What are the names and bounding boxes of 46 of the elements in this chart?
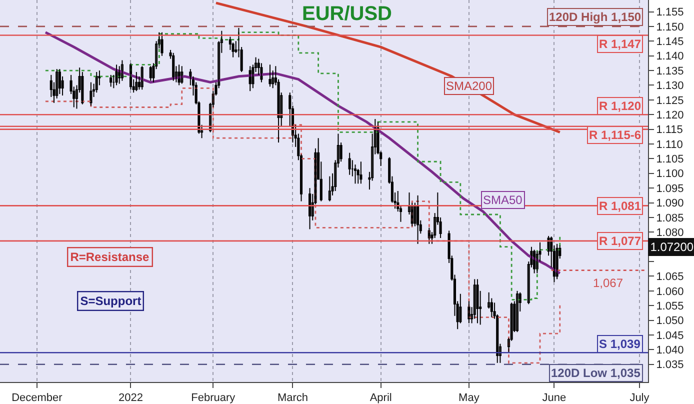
y-tick-label: 1.090 xyxy=(656,198,684,210)
y-tick-label: 1.055 xyxy=(656,300,684,312)
y-tick-label: 1.085 xyxy=(656,212,684,224)
x-tick-label: May xyxy=(458,392,480,404)
ref-line-label: R 1,077 xyxy=(599,234,642,248)
ref-line-label: R 1,120 xyxy=(599,99,642,113)
y-tick-label: 1.035 xyxy=(656,359,684,372)
ref-line-label: R 1,147 xyxy=(599,37,642,51)
y-tick-label: 1.115 xyxy=(656,124,683,136)
y-tick-label: 1.040 xyxy=(656,344,684,357)
y-tick-label: 1.045 xyxy=(656,330,684,342)
ref-line-label: 120D High 1,150 xyxy=(549,10,642,24)
y-tick-label: 1.095 xyxy=(656,182,684,195)
y-tick-label: 1.140 xyxy=(656,50,684,63)
y-tick-label: 1.135 xyxy=(656,65,684,78)
x-tick-label: April xyxy=(370,392,392,404)
ref-line-label: S 1,039 xyxy=(599,337,641,351)
y-tick-label: 1.060 xyxy=(656,286,684,298)
y-tick-label: 1.110 xyxy=(656,138,683,151)
annotation: SMA50 xyxy=(483,193,523,207)
ref-line-label: R 1,081 xyxy=(599,199,642,213)
x-tick-label: February xyxy=(191,392,236,404)
y-tick-label: 1.100 xyxy=(656,168,684,180)
y-tick-label: 1.080 xyxy=(656,226,684,239)
y-tick-label: 1.105 xyxy=(656,154,684,166)
x-tick-label: June xyxy=(542,392,566,404)
y-tick-label: 1.155 xyxy=(656,6,684,19)
y-tick-label: 1.150 xyxy=(656,21,684,34)
chart-title: EUR/USD xyxy=(302,3,392,26)
x-tick-label: December xyxy=(12,392,63,404)
y-tick-label: 1.125 xyxy=(656,94,684,107)
annotation: SMA200 xyxy=(446,79,492,93)
ref-line-label: 120D Low 1,035 xyxy=(551,366,641,380)
x-tick-label: March xyxy=(277,392,308,404)
text: 1.07200 xyxy=(650,240,694,254)
series-label: 1,067 xyxy=(593,276,624,290)
annotation: R=Resistanse xyxy=(70,250,150,264)
y-tick-label: 1.130 xyxy=(656,80,684,92)
annotation: S=Support xyxy=(80,294,142,308)
ref-line-label: R 1,115-6 xyxy=(589,128,642,142)
y-tick-label: 1.065 xyxy=(656,271,684,284)
y-tick-label: 1.050 xyxy=(656,315,684,328)
y-tick-label: 1.145 xyxy=(656,36,684,48)
y-tick-label: 1.120 xyxy=(656,109,684,122)
x-tick-label: July xyxy=(630,392,650,404)
x-tick-label: 2022 xyxy=(118,392,143,404)
